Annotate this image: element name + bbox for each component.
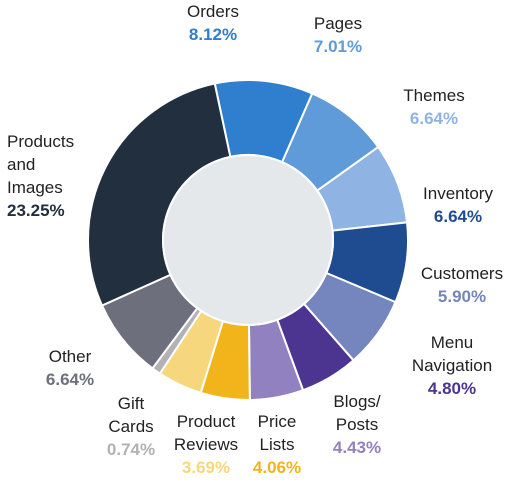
label-name: Price Lists (257, 412, 297, 454)
label-percent: 6.64% (409, 109, 459, 128)
label-name: Blogs/ Posts (333, 392, 381, 434)
segment-label: Gift Cards 0.74% (61, 392, 201, 461)
label-name: Products and Images (7, 132, 75, 197)
label-name: Gift Cards (108, 394, 154, 436)
segment-label: Products and Images 23.25% (7, 130, 147, 222)
segment-label: Customers 5.90% (392, 262, 509, 308)
label-percent: 4.80% (427, 379, 477, 398)
segment-label: Other 6.64% (0, 345, 140, 391)
segment-label: Inventory 6.64% (388, 182, 509, 228)
label-name: Pages (313, 14, 363, 33)
label-name: Product Reviews (173, 412, 239, 454)
segment-label: Price Lists 4.06% (207, 410, 347, 479)
label-percent: 23.25% (7, 201, 65, 220)
label-name: Orders (187, 2, 239, 21)
segment-label: Product Reviews 3.69% (136, 410, 276, 479)
label-name: Other (48, 347, 92, 366)
label-percent: 5.90% (437, 287, 487, 306)
segment-label: Orders 8.12% (143, 0, 283, 46)
segment-label: Pages 7.01% (268, 12, 408, 58)
label-name: Customers (420, 264, 504, 283)
label-percent: 7.01% (313, 37, 363, 56)
label-name: Inventory (423, 184, 493, 203)
segment-label: Themes 6.64% (364, 84, 504, 130)
label-percent: 0.74% (106, 440, 156, 459)
label-percent: 8.12% (188, 25, 238, 44)
label-name: Menu Navigation (411, 333, 493, 375)
label-name: Themes (403, 86, 465, 105)
donut-hole (162, 154, 334, 326)
segment-label: Blogs/ Posts 4.43% (287, 390, 427, 459)
label-percent: 3.69% (181, 458, 231, 477)
segment-label: Menu Navigation 4.80% (382, 331, 509, 400)
label-percent: 6.64% (45, 370, 95, 389)
label-percent: 6.64% (433, 207, 483, 226)
label-percent: 4.06% (252, 458, 302, 477)
label-percent: 4.43% (332, 438, 382, 457)
